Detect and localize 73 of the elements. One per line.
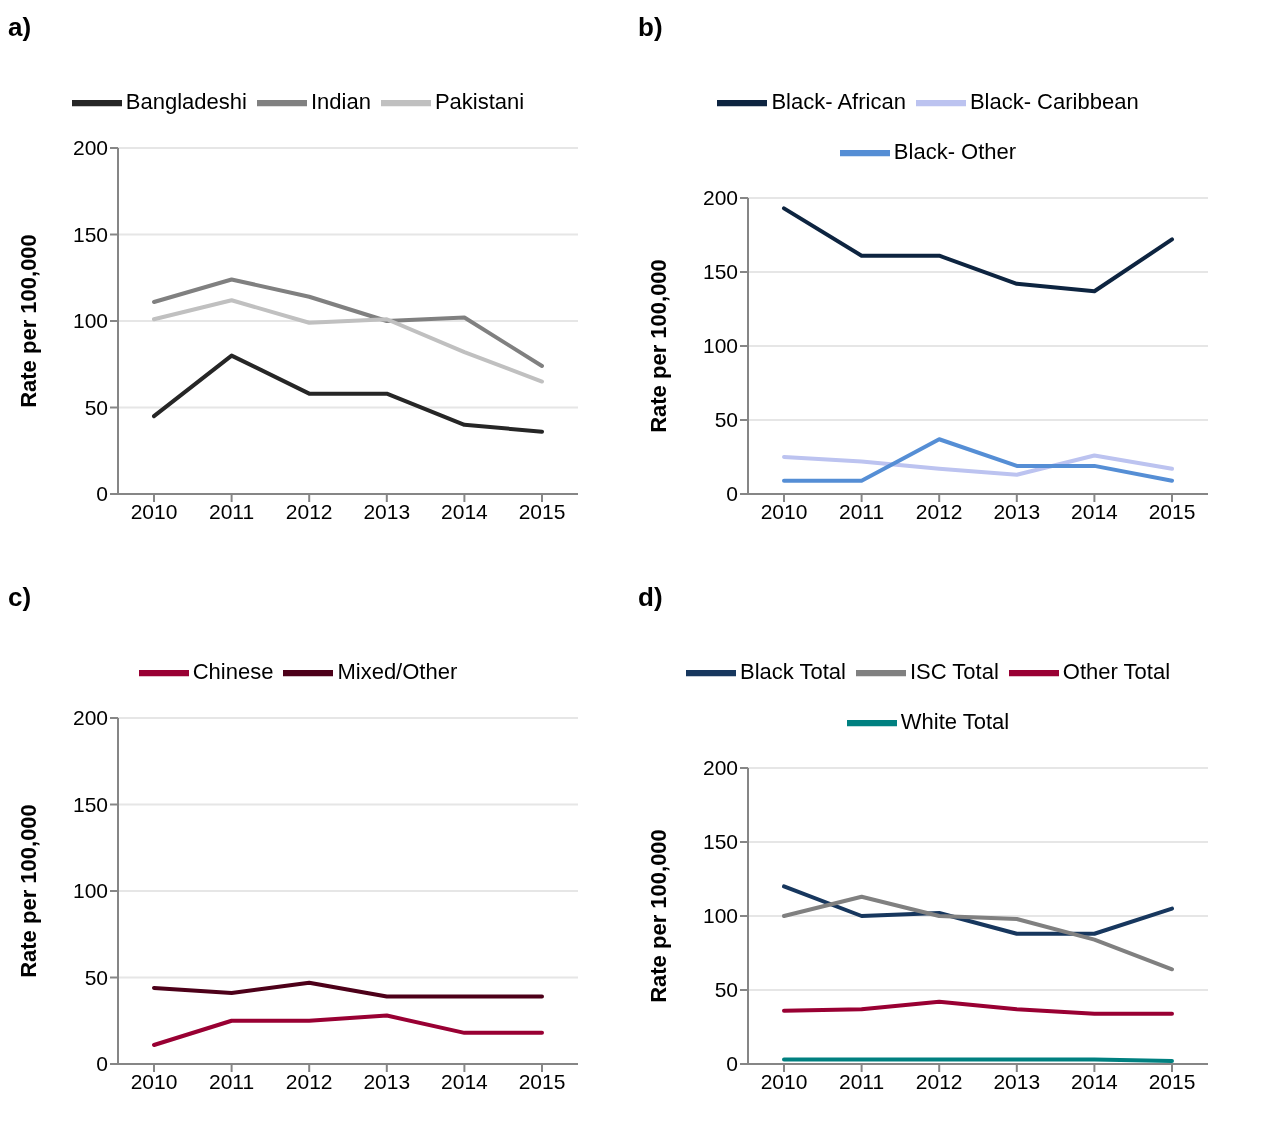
chart-title: b) bbox=[638, 12, 663, 43]
x-tick-label: 2015 bbox=[1148, 1069, 1196, 1093]
line-series bbox=[152, 980, 544, 999]
x-tick-label: 2013 bbox=[993, 499, 1041, 523]
y-tick-label: 150 bbox=[702, 830, 738, 854]
legend-label: ISC Total bbox=[909, 658, 999, 684]
legend-label: Black Total bbox=[739, 658, 846, 684]
y-tick-label: 100 bbox=[72, 309, 108, 333]
x-tick-label: 2014 bbox=[441, 499, 489, 523]
legend-label: Indian bbox=[310, 88, 371, 114]
x-tick-label: 2013 bbox=[993, 1069, 1041, 1093]
y-tick-label: 50 bbox=[84, 965, 108, 989]
y-tick-label: 200 bbox=[72, 706, 108, 730]
legend-label: Chinese bbox=[192, 658, 274, 684]
line-series bbox=[152, 1013, 544, 1047]
line-series bbox=[152, 353, 544, 434]
x-tick-label: 2011 bbox=[839, 1069, 885, 1093]
line-series bbox=[782, 999, 1174, 1016]
x-tick-label: 2010 bbox=[760, 1069, 808, 1093]
line-series bbox=[782, 453, 1174, 477]
y-tick-label: 50 bbox=[84, 395, 108, 419]
x-tick-label: 2015 bbox=[1148, 499, 1196, 523]
chart-title: d) bbox=[638, 582, 663, 613]
y-axis-title: Rate per 100,000 bbox=[15, 234, 41, 408]
x-tick-label: 2012 bbox=[915, 1069, 963, 1093]
legend-label: Mixed/Other bbox=[337, 658, 458, 684]
y-tick-label: 150 bbox=[702, 260, 738, 284]
y-tick-label: 200 bbox=[702, 186, 738, 210]
y-tick-label: 0 bbox=[96, 1052, 108, 1076]
line-series bbox=[782, 894, 1174, 972]
x-tick-label: 2010 bbox=[760, 499, 808, 523]
legend-label: White Total bbox=[900, 708, 1010, 734]
x-tick-label: 2010 bbox=[130, 1069, 178, 1093]
y-tick-label: 100 bbox=[702, 904, 738, 928]
y-tick-label: 50 bbox=[714, 408, 738, 432]
x-tick-label: 2012 bbox=[285, 499, 333, 523]
x-tick-label: 2011 bbox=[209, 499, 255, 523]
x-tick-label: 2014 bbox=[1071, 499, 1119, 523]
legend-label: Bangladeshi bbox=[125, 88, 247, 114]
y-tick-label: 0 bbox=[726, 1052, 738, 1076]
x-tick-label: 2012 bbox=[285, 1069, 333, 1093]
legend-label: Black- Other bbox=[893, 138, 1017, 164]
line-series bbox=[152, 277, 544, 368]
y-tick-label: 0 bbox=[96, 482, 108, 506]
y-axis-title: Rate per 100,000 bbox=[645, 829, 671, 1003]
x-tick-label: 2013 bbox=[363, 1069, 411, 1093]
chart-title: a) bbox=[8, 12, 32, 43]
y-axis-title: Rate per 100,000 bbox=[645, 259, 671, 433]
legend-label: Black- African bbox=[771, 88, 906, 114]
legend-label: Pakistani bbox=[434, 88, 525, 114]
x-tick-label: 2011 bbox=[839, 499, 885, 523]
x-tick-label: 2013 bbox=[363, 499, 411, 523]
y-tick-label: 150 bbox=[72, 792, 108, 816]
y-tick-label: 150 bbox=[72, 222, 108, 246]
y-tick-label: 200 bbox=[702, 756, 738, 780]
x-tick-label: 2015 bbox=[518, 1069, 566, 1093]
legend-label: Other Total bbox=[1062, 658, 1171, 684]
y-tick-label: 100 bbox=[72, 879, 108, 903]
y-axis-title: Rate per 100,000 bbox=[15, 804, 41, 978]
x-tick-label: 2014 bbox=[441, 1069, 489, 1093]
x-tick-label: 2014 bbox=[1071, 1069, 1119, 1093]
y-tick-label: 200 bbox=[72, 136, 108, 160]
y-tick-label: 0 bbox=[726, 482, 738, 506]
line-series bbox=[152, 298, 544, 384]
x-tick-label: 2010 bbox=[130, 499, 178, 523]
y-tick-label: 100 bbox=[702, 334, 738, 358]
line-series bbox=[782, 206, 1174, 294]
chart-title: c) bbox=[8, 582, 32, 613]
x-tick-label: 2011 bbox=[209, 1069, 255, 1093]
y-tick-label: 50 bbox=[714, 978, 738, 1002]
x-tick-label: 2012 bbox=[915, 499, 963, 523]
legend-label: Black- Caribbean bbox=[969, 88, 1139, 114]
x-tick-label: 2015 bbox=[518, 499, 566, 523]
